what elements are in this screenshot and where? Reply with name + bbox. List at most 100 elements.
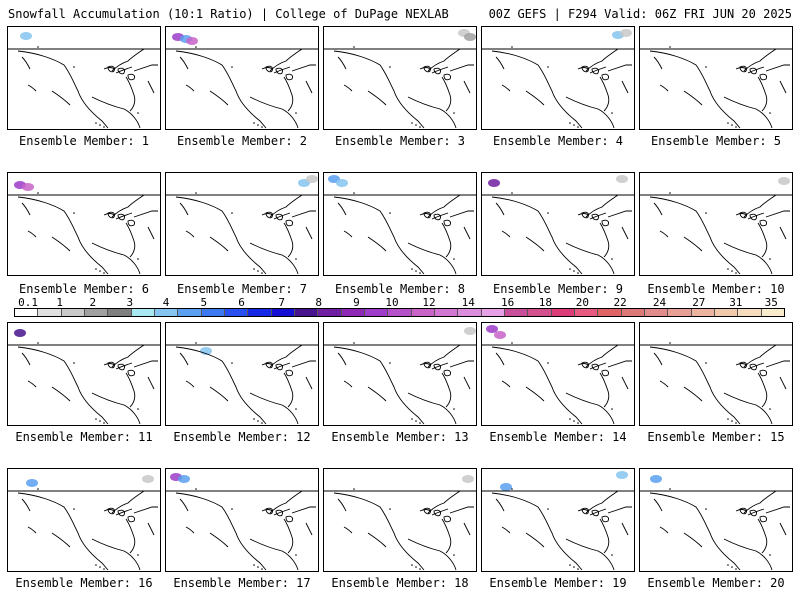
great-lake [581,65,589,73]
coastline-border [343,84,353,92]
ensemble-member-map-16 [7,468,161,572]
color-scale-label: 24 [652,296,667,309]
coastline-border [419,509,431,512]
great-lake [759,369,767,377]
coastline-border [525,532,545,548]
great-lake [275,363,283,371]
coastline-border [723,392,773,425]
island-dot [511,488,513,490]
color-swatch [61,309,85,316]
coastline-border [577,363,589,366]
island-dot [295,554,297,556]
island-dot [411,122,413,124]
island-dot [419,568,421,570]
coastline-border [735,67,747,70]
color-swatch [388,309,412,316]
coastline-border [723,242,773,275]
color-swatch [738,309,762,316]
snowfall-area [500,483,512,491]
island-dot [261,126,263,128]
color-scale-label: 22 [613,296,627,309]
coastline-border [565,242,615,275]
coastline-border [337,56,347,70]
ensemble-member-label: Ensemble Member: 10 [647,282,785,296]
island-dot [253,268,255,270]
island-dot [295,408,297,410]
color-scale-label: 0.1 [18,296,38,309]
island-dot [103,272,105,274]
coastline-border [51,236,71,252]
island-dot [389,66,391,68]
island-dot [547,362,549,364]
coastline-border [283,518,294,554]
coastline-border [747,212,765,220]
coastline-border [407,392,457,425]
map-outline [324,175,476,275]
coastline-border [179,352,189,366]
coastline-border [577,509,589,512]
great-lake [581,361,589,369]
ensemble-member-label: Ensemble Member: 8 [334,282,466,296]
coastline-border [209,386,229,402]
great-lake [601,73,609,81]
map-outline [8,329,160,425]
coastline-border [283,222,294,258]
model-run-valid-time: 00Z GEFS | F294 Valid: 06Z FRI JUN 20 20… [488,7,792,21]
great-lake [739,65,747,73]
coastline-border [343,380,353,388]
coastline-border [103,509,115,512]
snowfall-area [178,475,190,483]
coastline-border [209,532,229,548]
coastline-border [757,518,768,554]
island-dot [611,554,613,556]
color-swatch [154,309,179,316]
coastline-border [337,352,347,366]
great-lake [107,65,115,73]
great-lake [127,515,135,523]
coastline-border [367,90,387,106]
coastline-border [779,376,787,390]
map-outline [324,29,476,129]
color-swatch [38,309,62,316]
coastline-border [179,56,189,70]
island-dot [137,112,139,114]
coastline-border [441,518,452,554]
coastline-border [621,226,629,240]
coastline-border [463,522,471,536]
color-scale-label: 31 [729,296,743,309]
great-lake [285,73,293,81]
coastline-border [589,362,607,370]
island-dot [253,122,255,124]
coastline-border [565,538,615,571]
island-dot [95,564,97,566]
island-dot [731,270,733,272]
ensemble-member-label: Ensemble Member: 19 [489,576,627,590]
coastline-border [525,236,545,252]
coastline-border [91,242,141,275]
ensemble-member-label: Ensemble Member: 3 [334,134,466,148]
color-swatch [551,309,575,316]
island-dot [669,488,671,490]
island-dot [577,568,579,570]
great-lake [759,515,767,523]
island-dot [261,568,263,570]
coastline-border [779,226,787,240]
ensemble-member-label: Ensemble Member: 16 [15,576,153,590]
ensemble-member-label: Ensemble Member: 17 [173,576,311,590]
coastline-border [125,372,136,408]
island-dot [769,554,771,556]
island-dot [547,508,549,510]
great-lake [443,73,451,81]
great-lake [107,507,115,515]
great-lake [423,211,431,219]
island-dot [195,488,197,490]
coastline-border [91,392,141,425]
coastline-border [501,526,511,534]
coastline-border [175,492,267,571]
coastline-border [273,362,291,370]
island-dot [735,422,737,424]
coastline-border [441,372,452,408]
coastline-border [621,80,629,94]
island-dot [195,342,197,344]
snowfall-area [186,37,198,45]
